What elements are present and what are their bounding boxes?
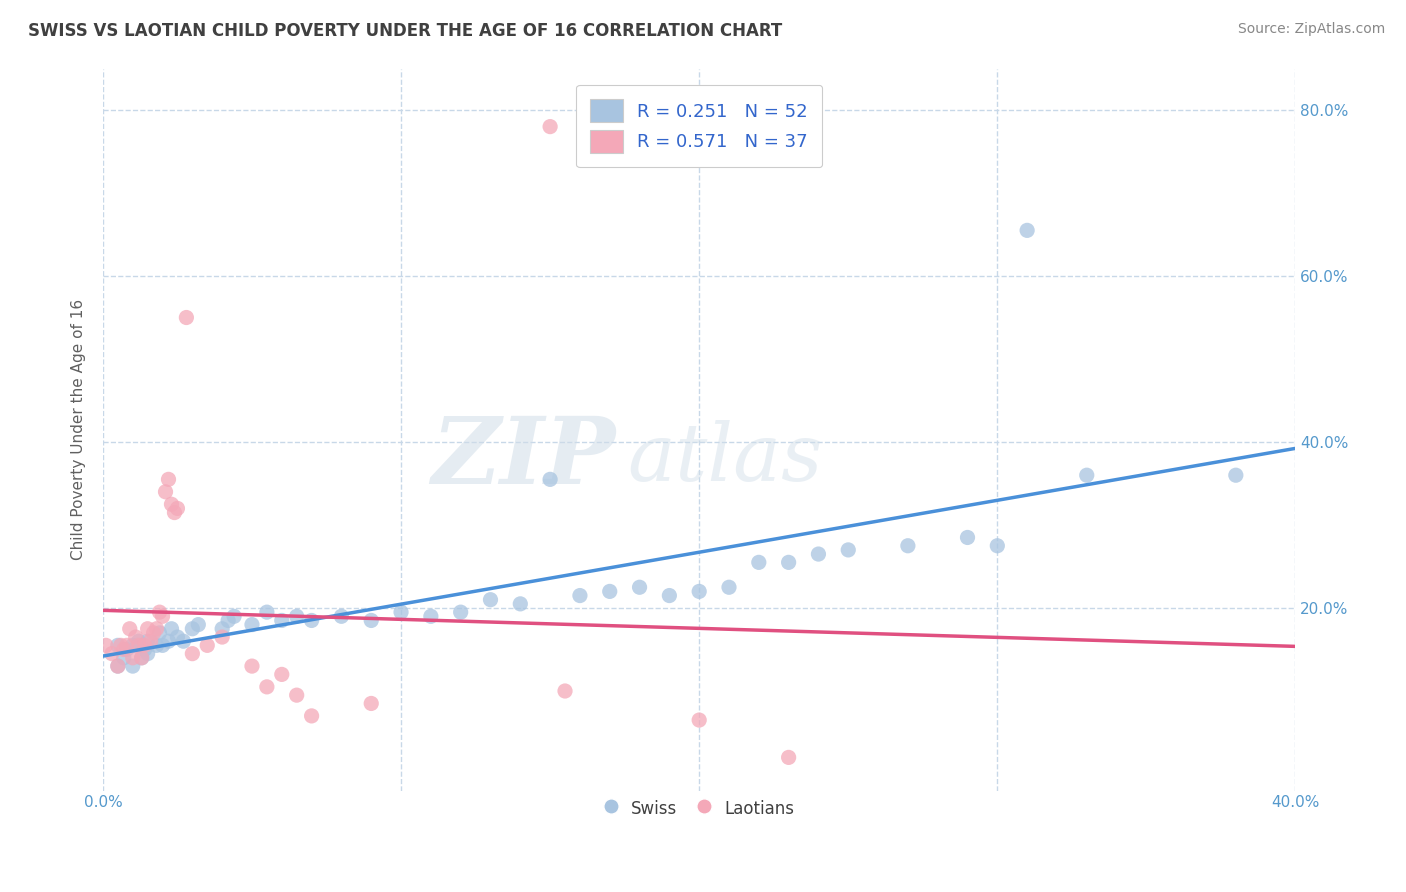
Point (152, 638, 174, 652)
Point (1076, 468, 1098, 483)
Point (1017, 223, 1039, 237)
Point (195, 638, 218, 652)
Point (419, 609, 441, 624)
Point (157, 634, 180, 648)
Point (107, 638, 129, 652)
Point (285, 609, 308, 624)
Point (1225, 468, 1247, 483)
Point (160, 622, 183, 636)
Point (145, 638, 167, 652)
Point (136, 622, 159, 636)
Text: ZIP: ZIP (432, 414, 616, 503)
Point (134, 638, 156, 652)
Point (688, 713, 710, 727)
Point (139, 634, 162, 648)
Point (628, 580, 651, 594)
Text: atlas: atlas (627, 420, 823, 497)
Point (115, 638, 138, 652)
Text: Source: ZipAtlas.com: Source: ZipAtlas.com (1237, 22, 1385, 37)
Point (128, 634, 150, 648)
Point (176, 310, 198, 325)
Point (181, 622, 204, 636)
Point (125, 630, 148, 644)
Point (136, 634, 159, 648)
Point (136, 647, 159, 661)
Point (107, 659, 129, 673)
Point (450, 605, 472, 619)
Point (163, 506, 186, 520)
Point (121, 638, 143, 652)
Point (121, 650, 143, 665)
Text: SWISS VS LAOTIAN CHILD POVERTY UNDER THE AGE OF 16 CORRELATION CHART: SWISS VS LAOTIAN CHILD POVERTY UNDER THE… (28, 22, 782, 40)
Point (107, 659, 129, 673)
Point (101, 647, 124, 661)
Point (134, 642, 156, 657)
Point (152, 609, 174, 624)
Point (211, 622, 233, 636)
Point (301, 614, 323, 628)
Point (155, 484, 177, 499)
Point (360, 614, 382, 628)
Point (240, 617, 263, 632)
Point (538, 120, 561, 134)
Point (131, 650, 153, 665)
Point (688, 584, 710, 599)
Point (270, 667, 292, 681)
Point (256, 680, 278, 694)
Point (986, 539, 1008, 553)
Point (807, 547, 830, 561)
Point (110, 638, 132, 652)
Point (166, 630, 188, 644)
Point (554, 684, 576, 698)
Point (240, 659, 263, 673)
Point (118, 622, 141, 636)
Point (112, 642, 135, 657)
Point (360, 697, 382, 711)
Point (748, 555, 770, 569)
Point (115, 642, 138, 657)
Point (160, 497, 183, 511)
Point (172, 634, 194, 648)
Point (389, 605, 412, 619)
Point (145, 622, 167, 636)
Point (181, 647, 204, 661)
Point (256, 605, 278, 619)
Point (658, 589, 681, 603)
Point (148, 605, 170, 619)
Point (285, 688, 308, 702)
Point (222, 609, 245, 624)
Point (94, 638, 117, 652)
Point (187, 617, 209, 632)
Point (142, 626, 165, 640)
Point (956, 531, 979, 545)
Point (599, 584, 621, 599)
Point (479, 592, 502, 607)
Y-axis label: Child Poverty Under the Age of 16: Child Poverty Under the Age of 16 (72, 299, 86, 560)
Point (157, 472, 180, 486)
Point (717, 580, 740, 594)
Legend: Swiss, Laotians: Swiss, Laotians (598, 792, 800, 826)
Point (121, 659, 143, 673)
Point (509, 597, 531, 611)
Point (897, 539, 920, 553)
Point (568, 589, 591, 603)
Point (211, 630, 233, 644)
Point (778, 555, 800, 569)
Point (217, 614, 239, 628)
Point (301, 709, 323, 723)
Point (112, 650, 135, 665)
Point (148, 626, 170, 640)
Point (270, 614, 292, 628)
Point (778, 750, 800, 764)
Point (128, 638, 150, 652)
Point (131, 650, 153, 665)
Point (166, 501, 188, 516)
Point (538, 472, 561, 486)
Point (837, 542, 859, 557)
Point (330, 609, 353, 624)
